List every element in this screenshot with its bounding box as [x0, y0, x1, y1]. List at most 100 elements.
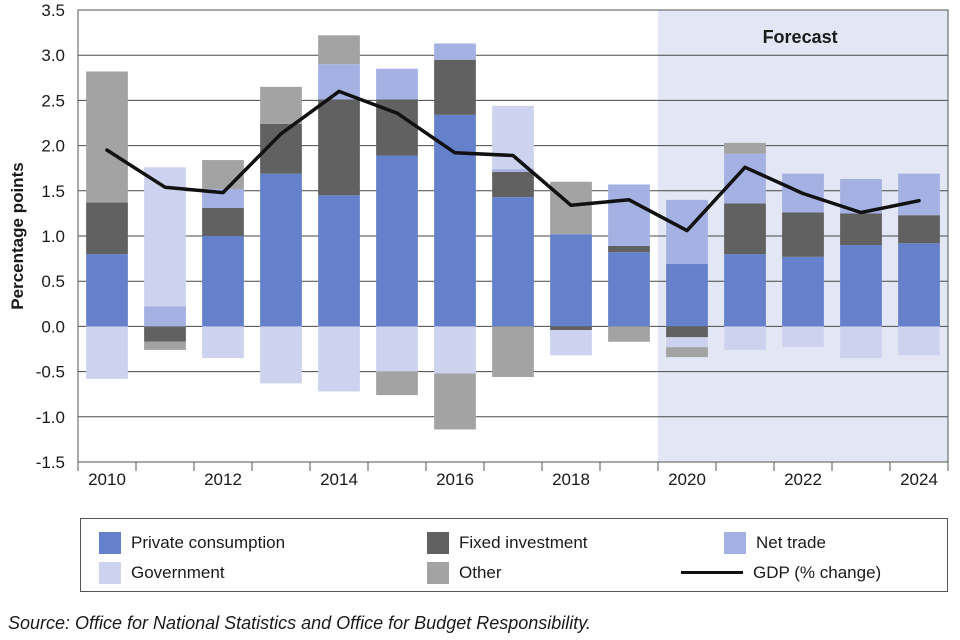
gdp-point-2020: [685, 229, 689, 233]
bar-private-consumption-2013: [260, 173, 302, 327]
gdp-point-2015: [395, 111, 399, 115]
bar-private-consumption-2021: [724, 254, 766, 327]
x-tick-label: 2024: [900, 470, 938, 489]
bar-government-2014: [318, 326, 360, 392]
y-tick-label: -1.0: [36, 408, 65, 427]
legend: Private consumption Fixed investment Net…: [80, 518, 948, 592]
bar-net-trade-2015: [376, 68, 418, 100]
bar-government-2020: [666, 337, 708, 348]
bar-government-2016: [434, 326, 476, 374]
gdp-point-2012: [221, 191, 225, 195]
bar-net-trade-2024: [898, 173, 940, 216]
legend-item-government: Government: [99, 562, 225, 584]
bar-other-2013: [260, 86, 302, 124]
bar-government-2017: [492, 105, 534, 170]
bar-other-2021: [724, 142, 766, 154]
bar-fixed-investment-2023: [840, 213, 882, 246]
bar-government-2021: [724, 326, 766, 350]
bar-other-2011: [144, 341, 186, 350]
forecast-label: Forecast: [763, 27, 838, 47]
bar-private-consumption-2010: [86, 254, 128, 327]
bar-fixed-investment-2019: [608, 245, 650, 253]
y-tick-label: 1.0: [41, 227, 65, 246]
bar-private-consumption-2014: [318, 195, 360, 327]
bar-net-trade-2014: [318, 64, 360, 100]
legend-item-private-consumption: Private consumption: [99, 532, 285, 554]
x-tick-label: 2016: [436, 470, 474, 489]
y-tick-label: -1.5: [36, 453, 65, 472]
y-tick-label: 0.0: [41, 317, 65, 336]
legend-item-gdp: GDP (% change): [681, 562, 881, 584]
x-tick-label: 2012: [204, 470, 242, 489]
bar-government-2012: [202, 326, 244, 359]
source-note: Source: Office for National Statistics a…: [8, 613, 591, 633]
bar-government-2013: [260, 326, 302, 384]
x-tick-label: 2018: [552, 470, 590, 489]
bar-other-2020: [666, 347, 708, 358]
x-tick-label: 2014: [320, 470, 358, 489]
y-tick-label: 2.5: [41, 91, 65, 110]
bar-private-consumption-2015: [376, 155, 418, 327]
legend-item-other: Other: [427, 562, 502, 584]
legend-label: Other: [459, 563, 502, 582]
bar-fixed-investment-2012: [202, 207, 244, 236]
bar-other-2012: [202, 160, 244, 189]
bar-government-2011: [144, 167, 186, 307]
legend-swatch-fixed-investment: [427, 532, 449, 554]
bar-net-trade-2021: [724, 153, 766, 204]
chart: Forecast -1.5 -1.0 -0.5 0.0 0.5 1.0 1.5 2.0 2.5 3.…: [8, 1, 949, 489]
gdp-point-2023: [859, 210, 863, 214]
gdp-point-2021: [743, 165, 747, 169]
gdp-point-2017: [511, 154, 515, 158]
bar-net-trade-2019: [608, 184, 650, 246]
bar-fixed-investment-2017: [492, 171, 534, 198]
bar-fixed-investment-2014: [318, 99, 360, 196]
bar-net-trade-2011: [144, 306, 186, 327]
bar-net-trade-2016: [434, 43, 476, 60]
legend-label: Government: [131, 563, 225, 582]
gdp-point-2022: [801, 192, 805, 196]
bar-private-consumption-2022: [782, 256, 824, 327]
bar-fixed-investment-2022: [782, 212, 824, 257]
legend-swatch-private-consumption: [99, 532, 121, 554]
gdp-point-2013: [279, 132, 283, 136]
y-tick-label: 0.5: [41, 272, 65, 291]
legend-label: Fixed investment: [459, 533, 588, 552]
legend-swatch-other: [427, 562, 449, 584]
gdp-point-2011: [163, 185, 167, 189]
bar-other-2018: [550, 181, 592, 235]
bar-fixed-investment-2010: [86, 202, 128, 255]
y-tick-label: 3.0: [41, 46, 65, 65]
bar-private-consumption-2016: [434, 114, 476, 327]
bar-private-consumption-2017: [492, 197, 534, 327]
gdp-point-2019: [627, 198, 631, 202]
bar-government-2024: [898, 326, 940, 356]
bar-private-consumption-2019: [608, 252, 650, 327]
gdp-point-2010: [105, 148, 109, 152]
bar-government-2015: [376, 326, 418, 372]
bar-private-consumption-2018: [550, 234, 592, 327]
bar-net-trade-2017: [492, 169, 534, 172]
legend-label: Private consumption: [131, 533, 286, 552]
legend-swatch-net-trade: [724, 532, 746, 554]
legend-label: Net trade: [756, 533, 826, 552]
bar-other-2017: [492, 326, 534, 378]
y-tick-label: 1.5: [41, 182, 65, 201]
legend-item-net-trade: Net trade: [724, 532, 826, 554]
legend-swatch-gdp-line: [681, 562, 743, 584]
bar-fixed-investment-2021: [724, 203, 766, 255]
gdp-point-2014: [337, 89, 341, 93]
bar-government-2022: [782, 326, 824, 348]
bar-other-2016: [434, 373, 476, 430]
x-tick-label: 2010: [88, 470, 126, 489]
bar-other-2019: [608, 326, 650, 342]
bar-fixed-investment-2024: [898, 215, 940, 244]
y-axis-title: Percentage points: [8, 162, 27, 309]
bars-group: [86, 35, 940, 430]
bar-other-2015: [376, 371, 418, 396]
bar-government-2010: [86, 326, 128, 379]
x-tick-label: 2020: [668, 470, 706, 489]
bar-government-2018: [550, 330, 592, 356]
y-tick-label: 3.5: [41, 1, 65, 20]
bar-private-consumption-2020: [666, 264, 708, 327]
